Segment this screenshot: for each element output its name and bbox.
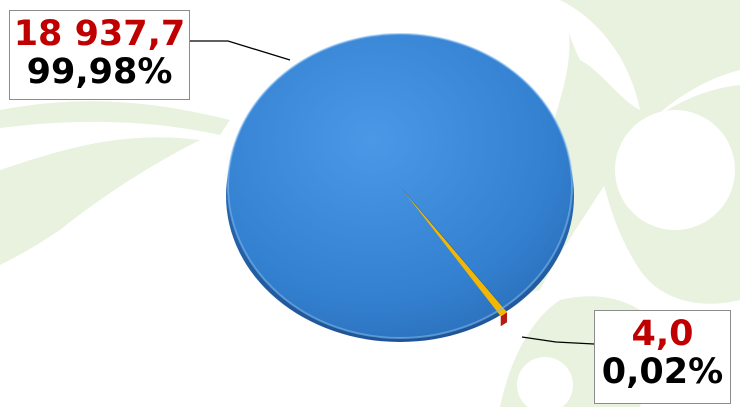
leader-line-small	[521, 336, 595, 345]
value-label: 4,0	[631, 314, 694, 354]
pie-slice-small	[403, 190, 508, 317]
pie-slice-small-side	[500, 312, 508, 327]
percent-label: 99,98%	[26, 52, 173, 92]
value-label: 18 937,7	[13, 14, 186, 54]
percent-label: 0,02%	[601, 352, 724, 392]
pie-rim-highlight	[227, 33, 573, 339]
pie-slice-large	[227, 34, 572, 339]
background-cutouts	[517, 0, 735, 407]
data-label-large-slice: 18 937,7 99,98%	[9, 10, 190, 100]
data-label-small-slice: 4,0 0,02%	[594, 310, 731, 404]
leader-line-large	[190, 40, 291, 61]
